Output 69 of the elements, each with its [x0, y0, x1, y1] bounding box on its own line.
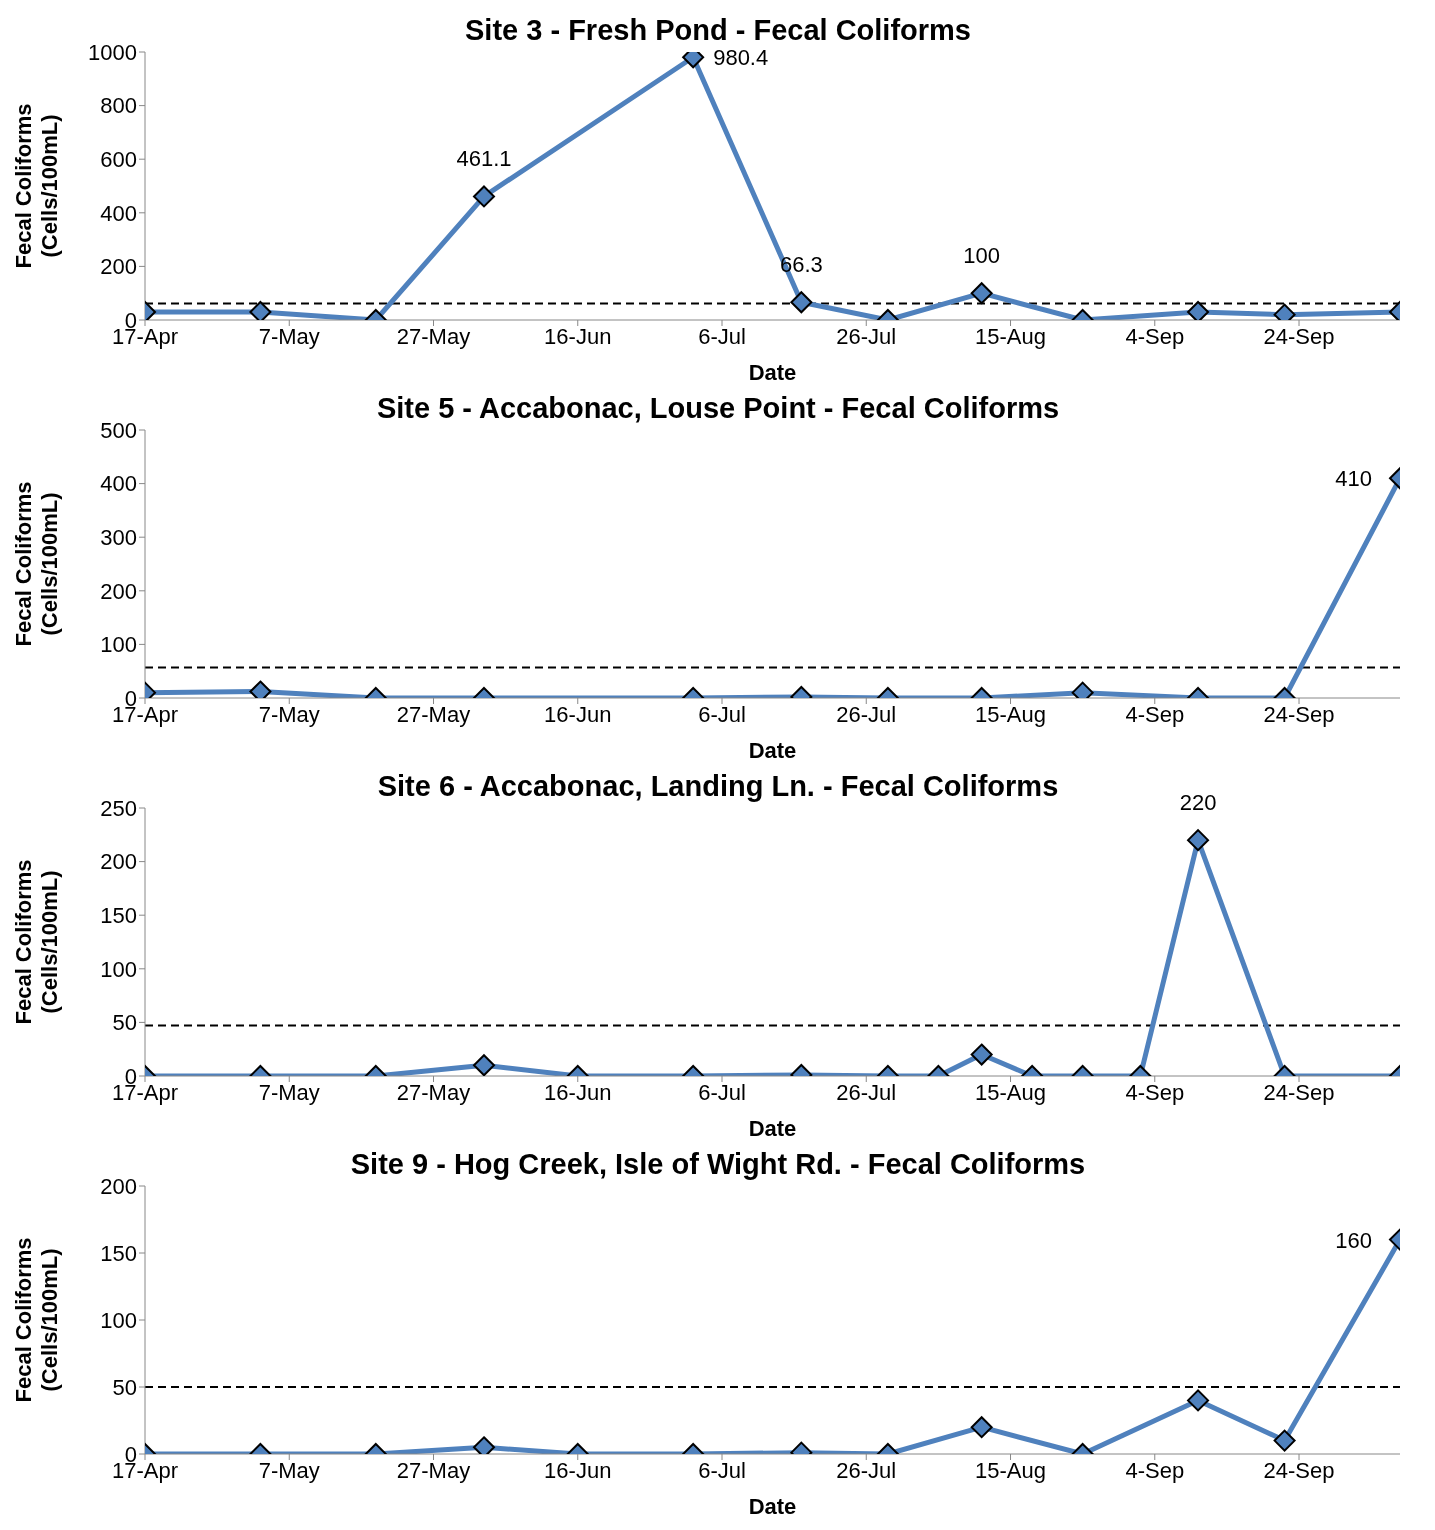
- x-tick-label: 7-May: [258, 323, 320, 349]
- x-tick-label: 24-Sep: [1263, 701, 1335, 727]
- y-tick-label: 200: [100, 254, 137, 280]
- x-tick-label: 16-Jun: [544, 701, 612, 727]
- y-tick-label: 250: [100, 795, 137, 821]
- y-axis-title: Fecal Coliforms (Cells/100mL): [11, 859, 62, 1025]
- x-tick-label: 26-Jul: [836, 701, 897, 727]
- x-tick-label: 27-May: [396, 1457, 471, 1483]
- y-axis-title: Fecal Coliforms (Cells/100mL): [11, 103, 62, 269]
- x-tick-label: 4-Sep: [1125, 1457, 1185, 1483]
- x-tick-label: 27-May: [396, 1079, 471, 1105]
- y-tick-label: 500: [100, 417, 137, 443]
- y-tick-label: 100: [100, 1307, 137, 1333]
- chart-title: Site 3 - Fresh Pond - Fecal Coliforms: [465, 14, 971, 46]
- data-label: 220: [1179, 790, 1217, 816]
- y-tick-label: 50: [112, 1010, 137, 1036]
- y-tick-label: 200: [100, 578, 137, 604]
- x-tick-label: 7-May: [258, 1079, 320, 1105]
- data-label: 410: [1335, 466, 1372, 492]
- x-tick-label: 26-Jul: [836, 323, 897, 349]
- y-tick-label: 1000: [88, 39, 137, 65]
- x-tick-label: 6-Jul: [698, 1457, 746, 1483]
- data-label: 160: [1335, 1227, 1372, 1253]
- y-tick-label: 400: [100, 200, 137, 226]
- y-axis-title: Fecal Coliforms (Cells/100mL): [11, 481, 62, 647]
- y-axis-title: Fecal Coliforms (Cells/100mL): [11, 1237, 62, 1403]
- x-tick-label: 27-May: [396, 323, 471, 349]
- x-axis-title: Date: [748, 360, 797, 385]
- x-tick-label: 16-Jun: [544, 1457, 612, 1483]
- x-tick-label: 6-Jul: [698, 1079, 746, 1105]
- y-tick-label: 400: [100, 471, 137, 497]
- data-label: 980.4: [713, 45, 769, 71]
- x-tick-label: 27-May: [396, 701, 471, 727]
- x-tick-label: 26-Jul: [836, 1079, 897, 1105]
- x-tick-label: 6-Jul: [698, 323, 746, 349]
- chart-title: Site 5 - Accabonac, Louse Point - Fecal Coliforms: [376, 392, 1060, 424]
- x-tick-label: 4-Sep: [1125, 1079, 1185, 1105]
- x-tick-label: 4-Sep: [1125, 323, 1185, 349]
- x-tick-label: 6-Jul: [698, 701, 746, 727]
- x-tick-label: 24-Sep: [1263, 1079, 1335, 1105]
- x-tick-label: 24-Sep: [1263, 323, 1335, 349]
- x-tick-label: 16-Jun: [544, 323, 612, 349]
- data-label: 100: [963, 243, 1001, 269]
- chart-title: Site 9 - Hog Creek, Isle of Wight Rd. - Fecal Coliforms: [350, 1148, 1086, 1180]
- x-tick-label: 24-Sep: [1263, 1457, 1335, 1483]
- x-tick-label: 7-May: [258, 701, 320, 727]
- x-tick-label: 15-Aug: [975, 323, 1046, 349]
- x-axis-title: Date: [748, 1494, 797, 1519]
- y-tick-label: 100: [100, 632, 137, 658]
- chart-title: Site 6 - Accabonac, Landing Ln. - Fecal Coliforms: [377, 770, 1059, 802]
- x-tick-label: 15-Aug: [975, 1457, 1046, 1483]
- x-axis-title: Date: [748, 1116, 797, 1141]
- y-tick-label: 150: [100, 903, 137, 929]
- y-tick-label: 100: [100, 956, 137, 982]
- x-tick-label: 15-Aug: [975, 1079, 1046, 1105]
- x-tick-label: 16-Jun: [544, 1079, 612, 1105]
- y-tick-label: 300: [100, 525, 137, 551]
- y-tick-label: 50: [112, 1374, 137, 1400]
- x-tick-label: 15-Aug: [975, 701, 1046, 727]
- x-tick-label: 26-Jul: [836, 1457, 897, 1483]
- x-tick-label: 7-May: [258, 1457, 320, 1483]
- y-tick-label: 200: [100, 849, 137, 875]
- y-tick-label: 150: [100, 1240, 137, 1266]
- y-tick-label: 200: [100, 1173, 137, 1199]
- x-axis-title: Date: [748, 738, 797, 763]
- y-tick-label: 800: [100, 93, 137, 119]
- x-tick-label: 4-Sep: [1125, 701, 1185, 727]
- data-label: 461.1: [456, 146, 512, 172]
- y-tick-label: 600: [100, 147, 137, 173]
